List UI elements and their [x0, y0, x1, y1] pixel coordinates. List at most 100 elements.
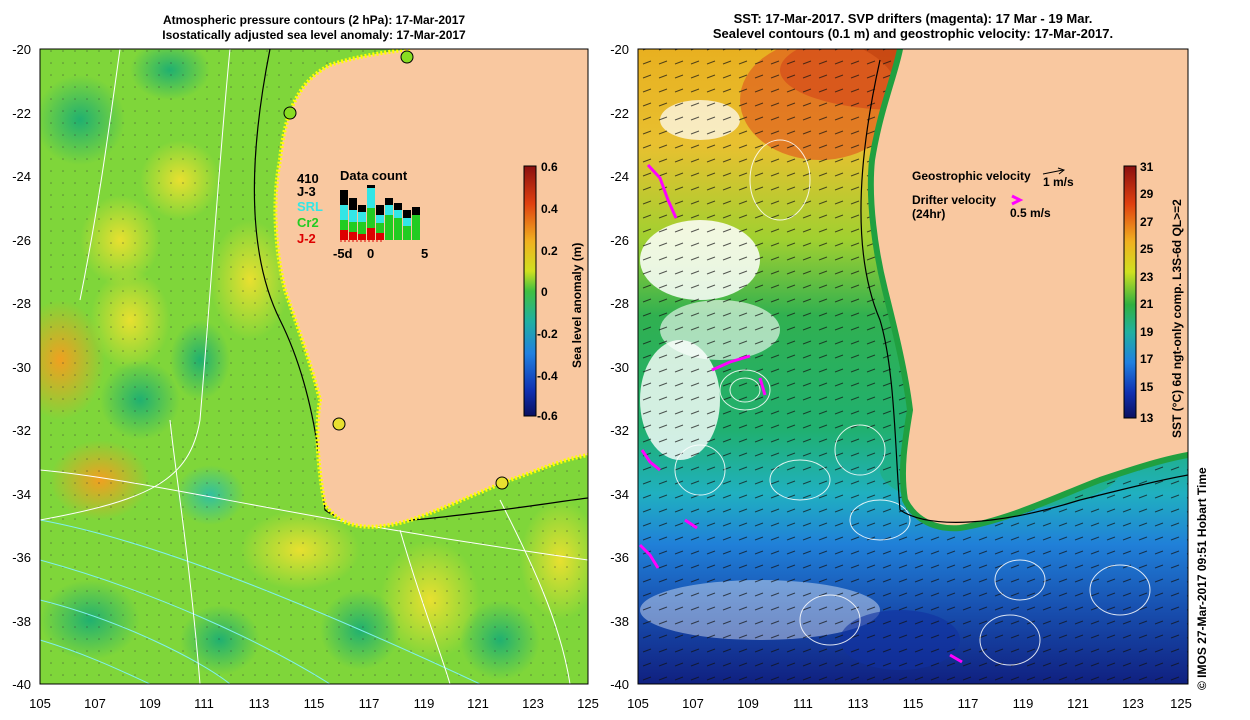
- svg-text:0.4: 0.4: [541, 202, 558, 216]
- svg-text:111: 111: [793, 696, 813, 711]
- svg-text:13: 13: [1140, 411, 1154, 425]
- left-map: [40, 49, 588, 684]
- pressure-contours: [40, 49, 588, 684]
- left-title-line1: Atmospheric pressure contours (2 hPa): 1…: [162, 13, 466, 27]
- right-title-line2: Sealevel contours (0.1 m) and geostrophi…: [712, 26, 1114, 41]
- sst-colorbar-label: SST (°C) 6d ngt-only comp. L3S-6d QL>=2: [1170, 199, 1184, 438]
- sla-colorbar-label: Sea level anomaly (m): [570, 243, 584, 368]
- geostrophic-velocity-scale: 1 m/s: [1043, 175, 1074, 189]
- mission-j2: J-2: [297, 231, 316, 246]
- mission-cr2: Cr2: [297, 215, 319, 230]
- drifter-tracks: [638, 163, 963, 664]
- svg-text:31: 31: [1140, 160, 1154, 174]
- sla-colorbar-ticks: 0.6 0.4 0.2 0 -0.2 -0.4 -0.6: [537, 160, 558, 423]
- svg-text:123: 123: [522, 696, 544, 711]
- drifter-velocity-period: (24hr): [912, 207, 945, 221]
- svg-text:115: 115: [903, 696, 924, 711]
- sst-colorbar: [1123, 165, 1137, 419]
- svg-text:107: 107: [682, 696, 704, 711]
- svg-text:19: 19: [1140, 325, 1154, 339]
- svg-text:-36: -36: [12, 550, 31, 565]
- data-count-total: 410: [297, 171, 319, 186]
- right-title: SST: 17-Mar-2017. SVP drifters (magenta)…: [638, 11, 1188, 41]
- right-y-ticks: -20 -22 -24 -26 -28 -30 -32 -34 -36 -38 …: [610, 42, 629, 692]
- svg-text:-30: -30: [610, 360, 629, 375]
- left-title-line2: Isostatically adjusted sea level anomaly…: [162, 28, 466, 42]
- svg-text:-38: -38: [12, 614, 31, 629]
- svg-text:-24: -24: [12, 169, 31, 184]
- svg-text:-22: -22: [12, 106, 31, 121]
- svg-text:0.6: 0.6: [541, 160, 558, 174]
- land-australia: [275, 49, 588, 527]
- svg-text:-30: -30: [12, 360, 31, 375]
- svg-text:-22: -22: [610, 106, 629, 121]
- inset-xtick-min5: -5d: [333, 246, 353, 261]
- drifter-velocity-label: Drifter velocity: [912, 193, 996, 207]
- data-count-bars: [340, 185, 420, 242]
- svg-text:115: 115: [304, 696, 325, 711]
- svg-text:-0.2: -0.2: [537, 327, 558, 341]
- svg-text:-40: -40: [610, 677, 629, 692]
- svg-text:-0.4: -0.4: [537, 369, 558, 383]
- svg-text:119: 119: [414, 696, 435, 711]
- svg-text:109: 109: [139, 696, 161, 711]
- svg-text:-38: -38: [610, 614, 629, 629]
- svg-text:107: 107: [84, 696, 106, 711]
- svg-text:-24: -24: [610, 169, 629, 184]
- svg-text:113: 113: [848, 696, 869, 711]
- left-y-ticks: -20 -22 -24 -26 -28 -30 -32 -34 -36 -38 …: [12, 42, 31, 692]
- svg-text:-28: -28: [610, 296, 629, 311]
- velocity-legend: Geostrophic velocity 1 m/s Drifter veloc…: [912, 167, 1074, 221]
- tide-gauge-marker: [283, 106, 297, 120]
- svg-text:25: 25: [1140, 242, 1154, 256]
- land-australia: [870, 49, 1188, 529]
- sealevel-contours: [674, 139, 1151, 666]
- data-count-title: Data count: [340, 168, 408, 183]
- left-x-ticks: 105 107 109 111 113 115 117 119 121 123 …: [29, 696, 599, 711]
- svg-text:15: 15: [1140, 380, 1154, 394]
- sst-colorbar-ticks: 31 29 27 25 23 21 19 17 15 13: [1140, 160, 1154, 425]
- svg-text:105: 105: [627, 696, 649, 711]
- svg-text:-26: -26: [610, 233, 629, 248]
- svg-text:23: 23: [1140, 270, 1154, 284]
- svg-text:123: 123: [1122, 696, 1144, 711]
- svg-text:121: 121: [467, 696, 489, 711]
- svg-text:29: 29: [1140, 187, 1154, 201]
- svg-text:121: 121: [1067, 696, 1089, 711]
- svg-text:-0.6: -0.6: [537, 409, 558, 423]
- right-title-line1: SST: 17-Mar-2017. SVP drifters (magenta)…: [733, 11, 1093, 26]
- tide-gauge-marker: [495, 476, 509, 490]
- svg-text:-28: -28: [12, 296, 31, 311]
- svg-text:-34: -34: [610, 487, 629, 502]
- svg-text:0: 0: [541, 285, 548, 299]
- svg-text:119: 119: [1013, 696, 1034, 711]
- svg-text:125: 125: [577, 696, 599, 711]
- svg-text:-32: -32: [610, 423, 629, 438]
- svg-text:-20: -20: [12, 42, 31, 57]
- svg-text:27: 27: [1140, 215, 1154, 229]
- svg-text:109: 109: [737, 696, 759, 711]
- sla-colorbar: [523, 165, 537, 417]
- data-count-inset: Data count 410 J-3 SRL Cr2 J-2 -5d 0 5: [297, 168, 428, 261]
- inset-xtick-0: 0: [367, 246, 374, 261]
- svg-text:-32: -32: [12, 423, 31, 438]
- svg-text:-20: -20: [610, 42, 629, 57]
- svg-text:-36: -36: [610, 550, 629, 565]
- credit-text: © IMOS 27-Mar-2017 09:51 Hobart Time: [1195, 467, 1209, 690]
- mission-srl: SRL: [297, 199, 323, 214]
- svg-text:17: 17: [1140, 352, 1154, 366]
- svg-text:117: 117: [958, 696, 979, 711]
- inset-xtick-5: 5: [421, 246, 428, 261]
- svg-text:0.2: 0.2: [541, 244, 558, 258]
- svg-text:117: 117: [359, 696, 380, 711]
- geostrophic-velocity-label: Geostrophic velocity: [912, 169, 1031, 183]
- svg-text:21: 21: [1140, 297, 1154, 311]
- svg-text:111: 111: [194, 696, 214, 711]
- svg-text:-34: -34: [12, 487, 31, 502]
- mission-j3: J-3: [297, 184, 316, 199]
- svg-text:113: 113: [249, 696, 270, 711]
- left-title: Atmospheric pressure contours (2 hPa): 1…: [40, 13, 588, 43]
- drifter-velocity-scale: 0.5 m/s: [1010, 206, 1051, 220]
- tide-gauge-marker: [400, 50, 414, 64]
